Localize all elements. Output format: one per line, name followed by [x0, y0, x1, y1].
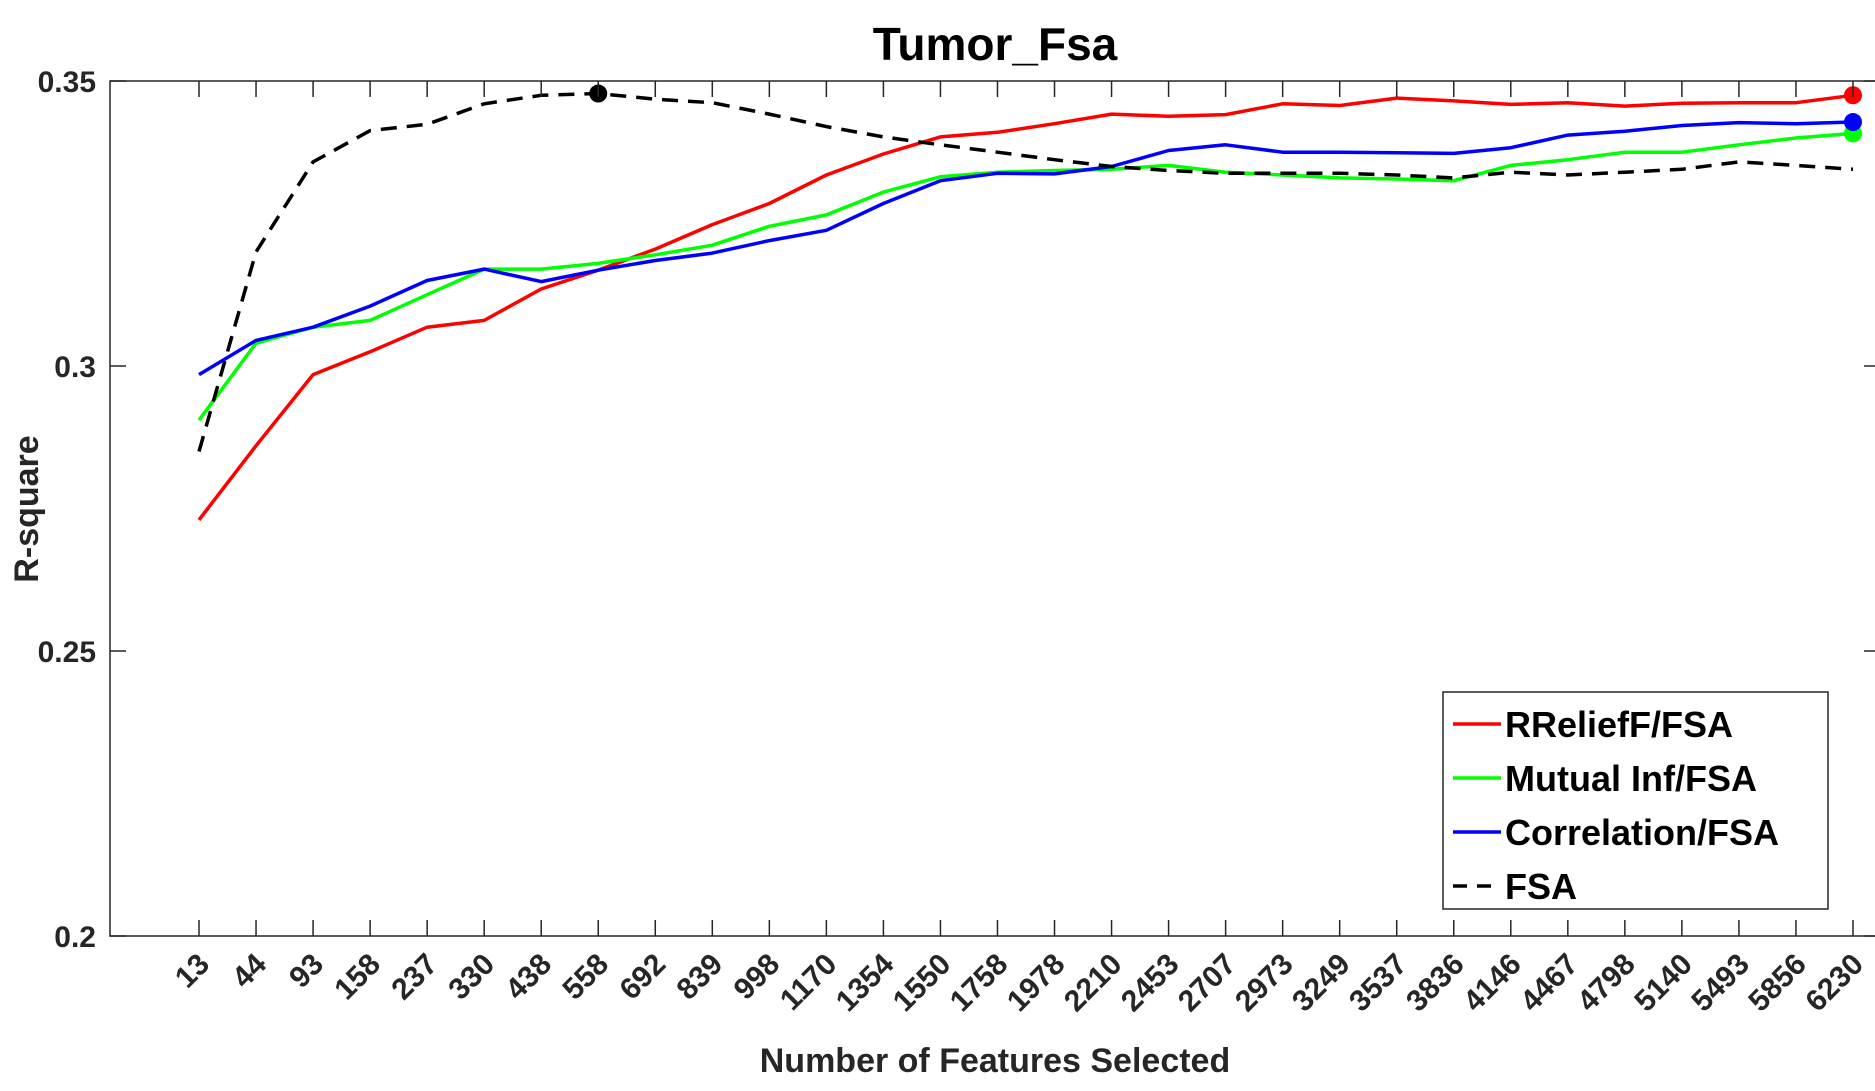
series-line-3 — [198, 120, 1854, 377]
x-tick-label: 1550 — [887, 948, 958, 1019]
y-axis-label: R-square — [8, 435, 46, 582]
x-tick-label: 3836 — [1400, 948, 1471, 1019]
chart-title: Tumor_Fsa — [873, 18, 1118, 70]
x-tick-label: 2453 — [1115, 948, 1186, 1019]
series-line-1 — [197, 93, 1854, 521]
x-tick-label: 1170 — [774, 948, 843, 1017]
series-layer — [197, 84, 1862, 521]
legend-label-2: Mutual Inf/FSA — [1505, 758, 1757, 799]
y-tick-label: 0.3 — [54, 351, 96, 384]
x-tick-label: 5856 — [1742, 948, 1813, 1019]
x-tick-label: 158 — [328, 948, 387, 1007]
x-tick-label: 330 — [442, 948, 501, 1007]
x-tick-label: 438 — [499, 948, 558, 1007]
x-tick-label: 558 — [556, 948, 615, 1007]
x-tick-label: 5140 — [1628, 948, 1699, 1019]
y-tick-label: 0.35 — [38, 66, 96, 99]
x-tick-label: 237 — [385, 948, 444, 1007]
x-tick-label: 4467 — [1514, 948, 1585, 1019]
x-tick-label: 44 — [226, 947, 273, 994]
legend-box — [1442, 691, 1829, 910]
series-line-2 — [197, 131, 1854, 422]
legend-label-4: FSA — [1505, 866, 1577, 907]
x-tick-label: 13 — [169, 948, 216, 995]
axes-layer — [109, 80, 1875, 937]
x-tick-label: 3249 — [1286, 948, 1357, 1019]
x-tick-label: 1354 — [830, 947, 901, 1018]
x-tick-label: 1978 — [1001, 948, 1072, 1019]
y-tick-label: 0.25 — [38, 636, 96, 669]
series-marker-3 — [1844, 113, 1862, 132]
legend: RReliefF/FSA Mutual Inf/FSA Correlation/FS… — [1442, 691, 1829, 910]
x-tick-label: 2707 — [1172, 948, 1243, 1019]
x-tick-label: 839 — [671, 948, 730, 1007]
x-tick-label: 692 — [613, 948, 672, 1007]
series-line-4 — [197, 91, 1854, 452]
x-tick-label: 3537 — [1343, 948, 1414, 1019]
x-tick-label: 2210 — [1058, 948, 1129, 1019]
legend-label-1: RReliefF/FSA — [1505, 704, 1733, 745]
x-axis-label: Number of Features Selected — [760, 1042, 1230, 1080]
x-tick-label: 5493 — [1685, 948, 1756, 1019]
x-tick-label: 6230 — [1799, 948, 1870, 1019]
legend-label-3: Correlation/FSA — [1505, 812, 1779, 853]
axes-box — [109, 80, 1875, 937]
x-tick-label: 2973 — [1229, 948, 1300, 1019]
x-tick-label: 1758 — [944, 948, 1015, 1019]
x-tick-label: 4798 — [1571, 948, 1642, 1019]
x-tick-label: 93 — [283, 948, 330, 995]
x-tick-label: 4146 — [1457, 948, 1528, 1019]
y-tick-label: 0.2 — [54, 921, 96, 954]
